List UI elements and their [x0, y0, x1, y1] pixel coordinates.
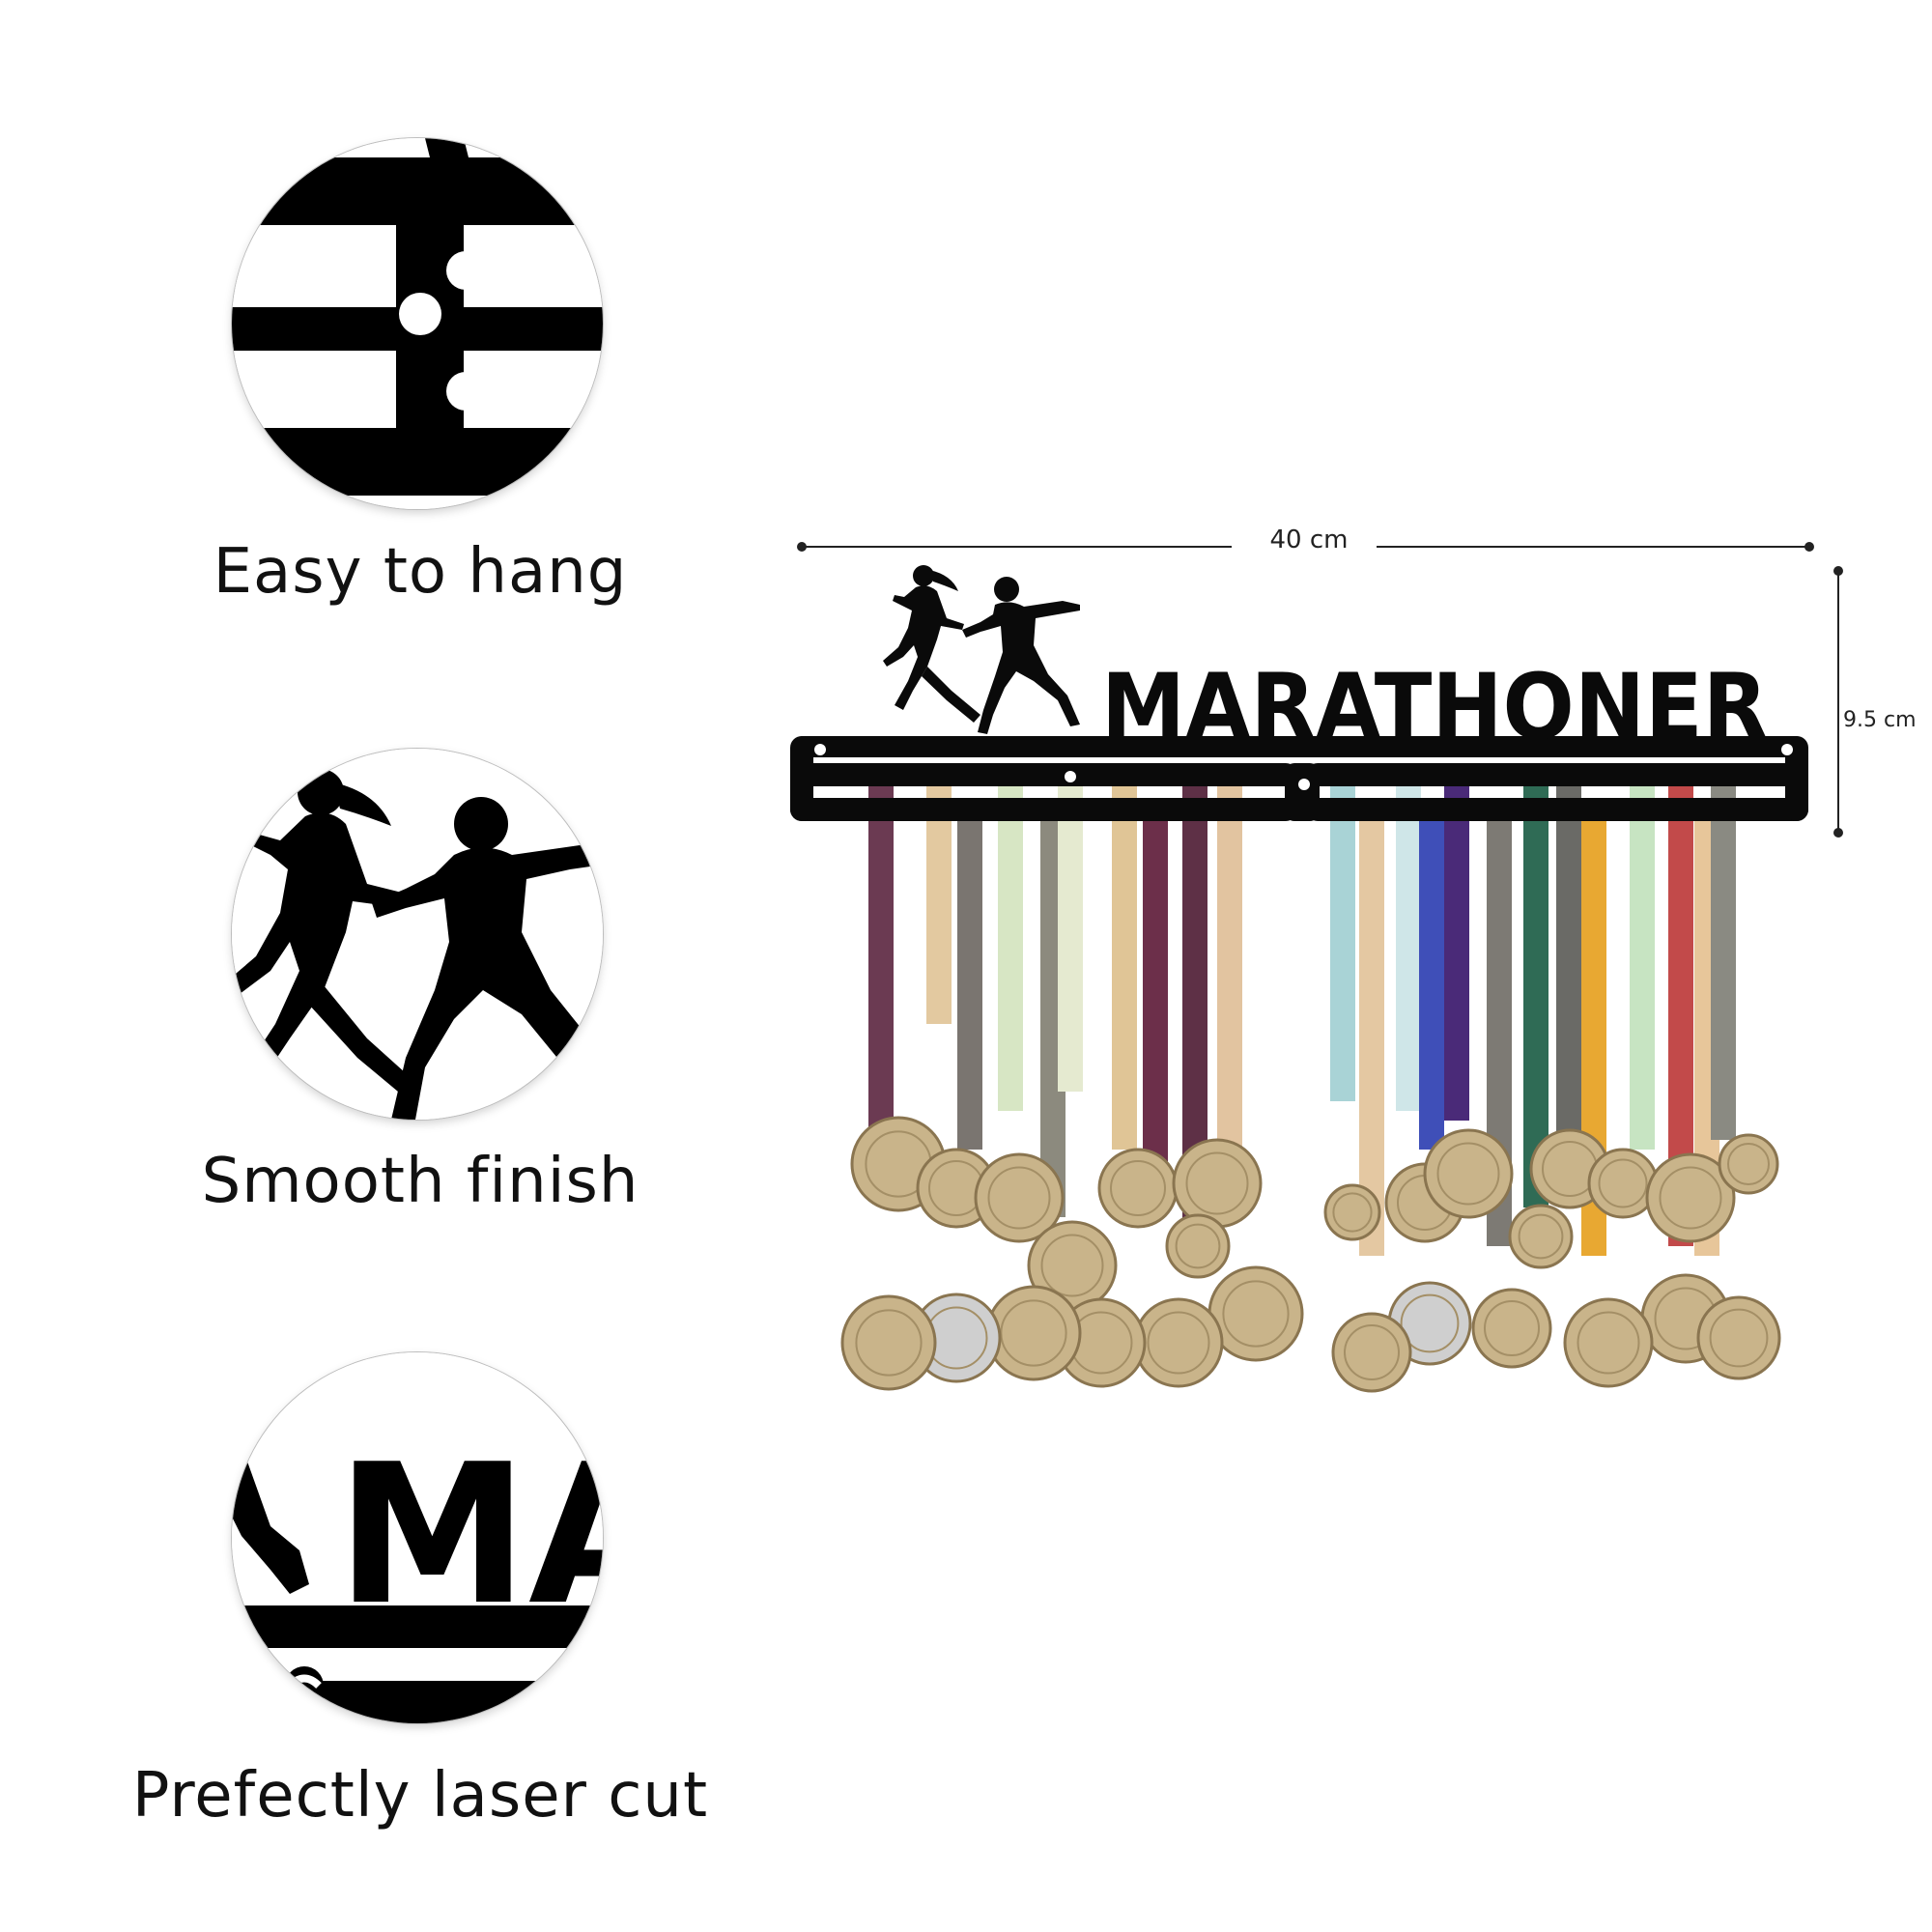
- medals-group: [840, 1116, 1781, 1393]
- ribbon: [1711, 773, 1736, 1140]
- medal-inner-ring: [1709, 1308, 1769, 1368]
- feature-circle-laser-cut: MA: [232, 1352, 603, 1723]
- feature-circle-easy-to-hang: [232, 138, 603, 509]
- medal-inner-ring: [1185, 1151, 1249, 1215]
- ribbon: [1419, 807, 1444, 1150]
- medal-inner-ring: [987, 1166, 1051, 1230]
- height-label: 9.5 cm: [1843, 708, 1917, 732]
- feature-circle-smooth-finish: [232, 749, 603, 1120]
- ribbon: [1359, 807, 1384, 1256]
- runners-silhouette-small: [883, 565, 1080, 734]
- medal-inner-ring: [1040, 1234, 1104, 1297]
- medal-inner-ring: [1344, 1324, 1400, 1380]
- width-label: 40 cm: [1270, 526, 1349, 554]
- laser-cut-letters-icon: MA: [232, 1352, 603, 1723]
- medal-inner-ring: [1147, 1311, 1210, 1375]
- height-dimension: [1833, 566, 1843, 838]
- ribbon: [1112, 773, 1137, 1150]
- hanger-body: [790, 736, 1808, 821]
- medal-inner-ring: [1400, 1293, 1460, 1353]
- hanger-slot-closeup-icon: [232, 138, 603, 509]
- width-dimension: [797, 542, 1814, 552]
- medal-inner-ring: [1598, 1158, 1648, 1208]
- product-name-text: MARATHONER: [1101, 655, 1768, 760]
- ribbon: [1330, 773, 1355, 1101]
- medal-inner-ring: [1110, 1160, 1166, 1216]
- ribbon: [957, 811, 982, 1150]
- feature-caption: Smooth finish: [201, 1146, 639, 1217]
- ribbon: [1396, 773, 1421, 1111]
- medal-inner-ring: [1727, 1143, 1770, 1185]
- feature-caption: Prefectly laser cut: [131, 1760, 709, 1832]
- medal-inner-ring: [1518, 1213, 1564, 1260]
- medal-inner-ring: [1484, 1300, 1540, 1356]
- medal-inner-ring: [1659, 1166, 1722, 1230]
- ribbon: [1217, 773, 1242, 1159]
- ribbon: [868, 773, 894, 1140]
- medal-inner-ring: [1577, 1311, 1640, 1375]
- ribbon: [1058, 773, 1083, 1092]
- runners-silhouette-icon: [232, 749, 603, 1120]
- ribbon: [1143, 802, 1168, 1179]
- medal-inner-ring: [1175, 1223, 1221, 1269]
- medal-inner-ring: [1222, 1280, 1290, 1348]
- feature-caption: Easy to hang: [213, 536, 628, 608]
- ribbon: [998, 773, 1023, 1111]
- ribbon: [1444, 773, 1469, 1121]
- ribbon: [1630, 773, 1655, 1150]
- ribbon: [1556, 773, 1581, 1150]
- medal-inner-ring: [1000, 1299, 1067, 1367]
- medal-inner-ring: [1436, 1142, 1500, 1206]
- ribbon: [1523, 773, 1548, 1208]
- medal-inner-ring: [855, 1309, 923, 1377]
- medal-inner-ring: [1332, 1192, 1373, 1233]
